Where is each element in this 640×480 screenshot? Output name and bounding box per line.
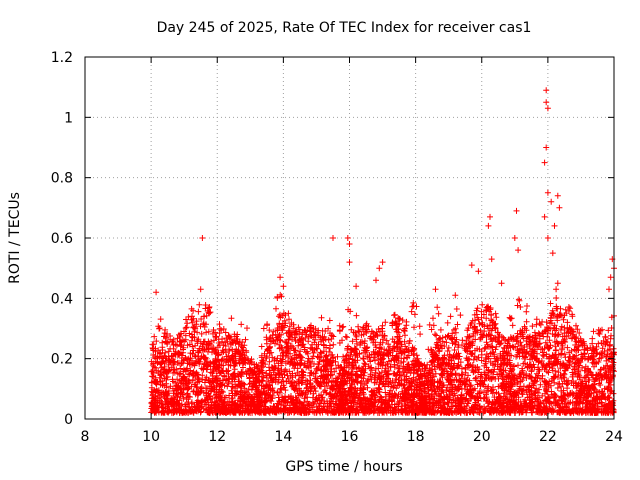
x-tick-label: 18 [407,429,425,445]
x-tick-label: 10 [142,429,160,445]
data-point-markers [148,87,617,416]
y-tick-label: 0.8 [51,171,73,187]
y-axis-label: ROTI / TECUs [7,192,23,284]
x-tick-label: 12 [208,429,226,445]
data-series-cas1 [148,87,617,416]
tick-labels: 8 10 12 14 16 18 20 22 24 0 0.2 0.4 0.6 0.8 1 1.2 [51,50,623,445]
y-tick-label: 1.2 [51,50,73,66]
y-tick-label: 0.6 [51,231,73,247]
x-tick-label: 16 [341,429,359,445]
x-tick-label: 24 [605,429,623,445]
y-tick-label: 0.2 [51,352,73,368]
x-tick-label: 22 [539,429,557,445]
y-tick-label: 0 [64,412,73,428]
x-tick-label: 8 [81,429,90,445]
axes [84,56,615,420]
y-tick-label: 0.4 [51,291,73,307]
y-tick-label: 1 [64,110,73,126]
x-tick-label: 14 [274,429,292,445]
x-axis-label: GPS time / hours [285,459,402,475]
x-tick-label: 20 [473,429,491,445]
chart-title: Day 245 of 2025, Rate Of TEC Index for r… [157,20,532,36]
